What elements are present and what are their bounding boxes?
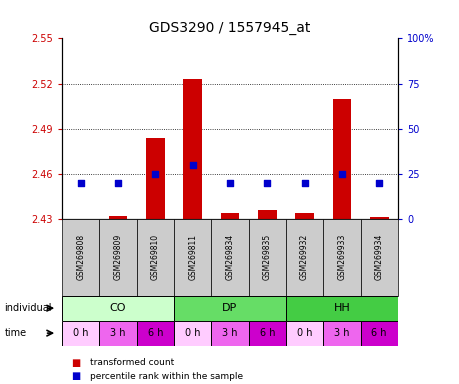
Bar: [257, 210, 276, 219]
Point: [151, 171, 159, 177]
Text: GSM269809: GSM269809: [113, 234, 122, 280]
Bar: [248, 321, 285, 346]
Text: ■: ■: [71, 358, 80, 368]
Bar: [62, 219, 99, 296]
Bar: [136, 321, 174, 346]
Text: individual: individual: [5, 303, 52, 313]
Point: [226, 180, 233, 186]
Point: [189, 162, 196, 168]
Text: 3 h: 3 h: [333, 328, 349, 338]
Bar: [285, 321, 323, 346]
Text: GSM269933: GSM269933: [337, 234, 346, 280]
Text: GSM269934: GSM269934: [374, 234, 383, 280]
Bar: [183, 79, 202, 219]
Text: GSM269808: GSM269808: [76, 234, 85, 280]
Bar: [136, 219, 174, 296]
Bar: [174, 296, 285, 321]
Text: 3 h: 3 h: [110, 328, 126, 338]
Bar: [332, 99, 351, 219]
Text: time: time: [5, 328, 27, 338]
Bar: [146, 138, 164, 219]
Bar: [174, 321, 211, 346]
Text: 6 h: 6 h: [371, 328, 386, 338]
Point: [77, 180, 84, 186]
Bar: [285, 219, 323, 296]
Bar: [220, 213, 239, 219]
Text: transformed count: transformed count: [90, 358, 174, 367]
Bar: [99, 219, 136, 296]
Bar: [323, 321, 360, 346]
Bar: [108, 216, 127, 219]
Bar: [174, 219, 211, 296]
Text: GSM269810: GSM269810: [151, 234, 160, 280]
Bar: [285, 296, 397, 321]
Text: GSM269834: GSM269834: [225, 234, 234, 280]
Bar: [360, 219, 397, 296]
Text: GDS3290 / 1557945_at: GDS3290 / 1557945_at: [149, 21, 310, 35]
Point: [263, 180, 270, 186]
Text: 0 h: 0 h: [296, 328, 312, 338]
Bar: [211, 219, 248, 296]
Bar: [369, 217, 388, 219]
Bar: [323, 219, 360, 296]
Text: percentile rank within the sample: percentile rank within the sample: [90, 372, 242, 381]
Bar: [248, 219, 285, 296]
Bar: [62, 321, 99, 346]
Bar: [360, 321, 397, 346]
Point: [300, 180, 308, 186]
Bar: [295, 213, 313, 219]
Text: ■: ■: [71, 371, 80, 381]
Text: 3 h: 3 h: [222, 328, 237, 338]
Text: 0 h: 0 h: [73, 328, 88, 338]
Point: [114, 180, 122, 186]
Bar: [211, 321, 248, 346]
Text: CO: CO: [110, 303, 126, 313]
Text: GSM269932: GSM269932: [299, 234, 308, 280]
Text: GSM269835: GSM269835: [262, 234, 271, 280]
Text: DP: DP: [222, 303, 237, 313]
Text: 0 h: 0 h: [185, 328, 200, 338]
Bar: [99, 321, 136, 346]
Text: GSM269811: GSM269811: [188, 234, 197, 280]
Point: [337, 171, 345, 177]
Text: 6 h: 6 h: [259, 328, 274, 338]
Point: [375, 180, 382, 186]
Text: 6 h: 6 h: [147, 328, 163, 338]
Bar: [62, 296, 174, 321]
Text: HH: HH: [333, 303, 350, 313]
